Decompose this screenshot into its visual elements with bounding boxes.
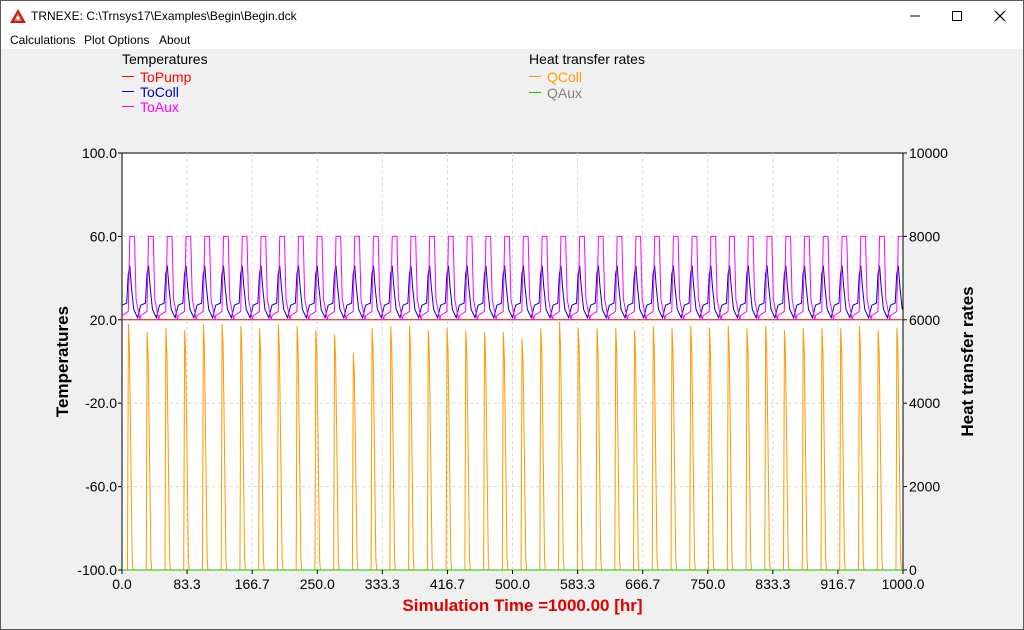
legend-label-tocoll: ToColl	[140, 83, 179, 100]
window-title: TRNEXE: C:\Trnsys17\Examples\Begin\Begin…	[31, 9, 297, 23]
maximize-button[interactable]	[934, 1, 980, 31]
legend-title-temperatures: Temperatures	[122, 51, 208, 67]
x-tick-label: 916.7	[820, 576, 855, 592]
legend-label-qcoll: QColl	[547, 68, 583, 85]
x-tick-label: 416.7	[430, 576, 465, 592]
y-left-tick-label: -60.0	[85, 479, 117, 495]
close-button[interactable]	[977, 1, 1023, 31]
menu-calculations[interactable]: Calculations	[10, 33, 76, 47]
y-left-tick-label: 100.0	[82, 145, 117, 161]
legend-label-topump: ToPump	[140, 68, 192, 85]
menu-plot-options[interactable]: Plot Options	[84, 33, 150, 47]
x-tick-label: 250.0	[300, 576, 335, 592]
title-bar[interactable]: TRNEXE: C:\Trnsys17\Examples\Begin\Begin…	[1, 1, 1023, 31]
x-tick-label: 166.7	[235, 576, 270, 592]
x-tick-label: 833.3	[755, 576, 790, 592]
x-tick-label: 83.3	[173, 576, 200, 592]
y-left-tick-label: 20.0	[90, 312, 117, 328]
minimize-icon	[910, 15, 920, 17]
legend-item-toaux: ToAux	[122, 98, 179, 115]
legend-swatch	[122, 76, 134, 77]
legend-item-qcoll: QColl	[529, 68, 583, 85]
menu-bar: Calculations Plot Options About	[1, 31, 1023, 49]
y-right-tick-label: 8000	[909, 228, 940, 244]
y-left-tick-label: -20.0	[85, 395, 117, 411]
legend-title-heat-transfer: Heat transfer rates	[529, 51, 645, 67]
y-left-axis-title: Temperatures	[53, 306, 72, 417]
legend-swatch	[529, 76, 541, 77]
y-right-tick-label: 10000	[909, 145, 948, 161]
trnsys-app-icon	[10, 9, 26, 23]
y-right-tick-label: 2000	[909, 479, 940, 495]
x-tick-label: 1000.0	[882, 576, 925, 592]
x-tick-label: 333.3	[365, 576, 400, 592]
legend-swatch	[122, 91, 134, 92]
y-left-tick-label: -100.0	[77, 562, 117, 578]
x-tick-label: 750.0	[690, 576, 725, 592]
x-tick-label: 666.7	[625, 576, 660, 592]
legend-swatch	[529, 92, 541, 93]
close-icon	[994, 10, 1006, 22]
minimize-button[interactable]	[892, 1, 938, 31]
maximize-icon	[952, 11, 962, 21]
plot-background	[121, 152, 904, 571]
x-tick-label: 500.0	[495, 576, 530, 592]
y-right-tick-label: 6000	[909, 312, 940, 328]
x-tick-label: 0.0	[112, 576, 132, 592]
legend-label-qaux: QAux	[547, 84, 583, 101]
x-tick-label: 583.3	[560, 576, 595, 592]
y-right-axis-title: Heat transfer rates	[958, 286, 977, 436]
legend-item-tocoll: ToColl	[122, 83, 179, 100]
x-axis-title: Simulation Time =1000.00 [hr]	[402, 596, 642, 615]
plot-area[interactable]: 0.0 83.3 166.7 250.0 333.3 416.7 500.0 583.3 666…	[1, 49, 1023, 629]
menu-about[interactable]: About	[159, 33, 191, 47]
legend-item-topump: ToPump	[122, 68, 192, 85]
series-tocoll	[121, 265, 903, 320]
legend-label-toaux: ToAux	[140, 98, 179, 115]
series-toaux	[121, 235, 903, 320]
y-right-tick-label: 0	[909, 562, 917, 578]
legend-item-qaux: QAux	[529, 84, 583, 101]
y-right-tick-label: 4000	[909, 395, 940, 411]
y-left-tick-label: 60.0	[90, 228, 117, 244]
legend-swatch	[122, 106, 134, 107]
